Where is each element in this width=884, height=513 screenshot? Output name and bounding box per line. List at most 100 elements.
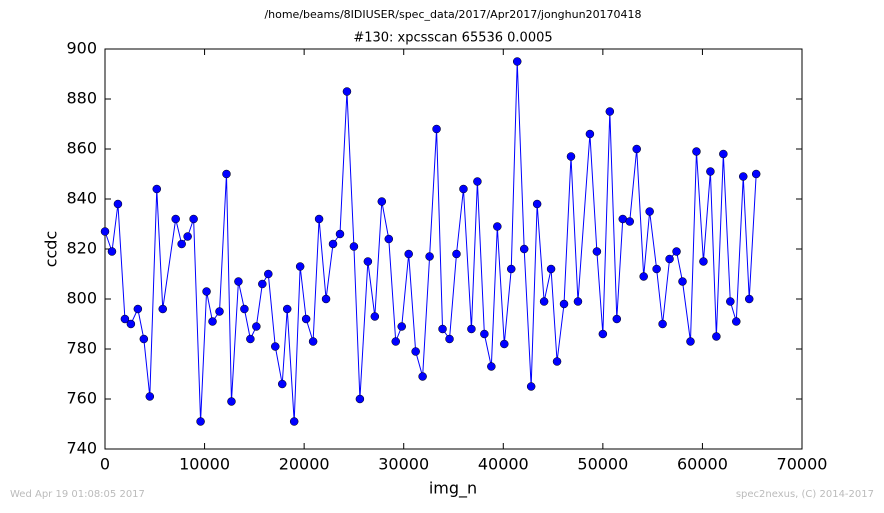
data-point xyxy=(295,262,305,271)
data-point xyxy=(404,249,413,259)
data-point xyxy=(384,234,394,244)
x-tick-label: 60000 xyxy=(677,455,728,474)
data-point xyxy=(202,287,211,296)
data-point xyxy=(234,277,243,286)
x-axis-label: img_n xyxy=(429,479,477,499)
data-point xyxy=(432,124,441,134)
data-point xyxy=(100,227,110,236)
data-point xyxy=(282,304,292,314)
data-point xyxy=(672,247,681,256)
data-point xyxy=(726,297,735,306)
x-tick-label: 50000 xyxy=(577,455,628,474)
data-point xyxy=(328,239,338,249)
data-point xyxy=(370,312,380,321)
data-point xyxy=(349,242,359,251)
data-point xyxy=(363,257,373,266)
x-tick-label: 70000 xyxy=(777,455,828,474)
data-point xyxy=(246,334,255,344)
suptitle: /home/beams/8IDIUSER/spec_data/2017/Apr2… xyxy=(264,8,641,21)
data-point xyxy=(686,337,695,346)
data-point xyxy=(539,297,549,306)
data-point xyxy=(183,232,192,241)
data-point xyxy=(133,304,143,314)
data-point xyxy=(177,239,186,249)
data-point xyxy=(526,382,536,391)
data-point xyxy=(487,362,496,371)
data-point xyxy=(739,172,748,181)
data-point xyxy=(277,379,287,389)
y-tick-label: 760 xyxy=(66,389,97,408)
data-point xyxy=(592,247,602,256)
x-tick-label: 30000 xyxy=(378,455,429,474)
data-point xyxy=(438,324,447,334)
data-point xyxy=(158,304,168,314)
y-tick-label: 820 xyxy=(66,239,97,258)
data-point xyxy=(652,264,661,274)
y-axis-label: ccdc xyxy=(42,231,61,268)
data-point xyxy=(208,317,217,326)
data-point xyxy=(605,107,615,116)
data-point xyxy=(171,214,180,224)
data-point xyxy=(308,337,318,346)
data-point xyxy=(452,249,461,259)
data-point xyxy=(532,199,542,209)
data-point xyxy=(107,247,117,256)
data-point xyxy=(139,334,149,344)
data-point xyxy=(585,129,595,139)
data-point xyxy=(196,417,205,426)
data-point xyxy=(342,87,352,96)
data-point xyxy=(546,264,556,274)
data-point xyxy=(152,184,162,194)
data-point xyxy=(598,329,608,339)
data-point xyxy=(120,314,130,324)
y-tick-label: 840 xyxy=(66,189,97,208)
data-point xyxy=(314,214,324,224)
data-point xyxy=(377,197,387,206)
data-point xyxy=(418,372,427,381)
data-point xyxy=(639,272,648,281)
data-point xyxy=(692,147,701,156)
data-point xyxy=(301,314,311,324)
data-point xyxy=(500,339,509,349)
data-point xyxy=(289,417,299,426)
data-point xyxy=(645,207,654,216)
data-point xyxy=(632,144,641,154)
footer-right: spec2nexus, (C) 2014-2017 xyxy=(736,489,874,500)
data-point xyxy=(612,314,622,324)
data-point xyxy=(445,334,454,344)
data-point xyxy=(744,294,754,304)
data-point xyxy=(411,347,420,356)
data-point xyxy=(467,324,476,334)
data-point xyxy=(480,329,489,339)
data-point xyxy=(126,319,136,329)
data-point xyxy=(706,167,715,176)
x-tick-label: 10000 xyxy=(179,455,230,474)
y-tick-label: 780 xyxy=(66,339,97,358)
data-point xyxy=(512,57,522,66)
data-point xyxy=(397,322,406,331)
data-point xyxy=(240,304,249,314)
data-point xyxy=(222,169,231,179)
data-point xyxy=(473,177,482,186)
data-point xyxy=(321,294,331,304)
data-point xyxy=(425,252,434,261)
data-point xyxy=(493,222,502,231)
data-point xyxy=(566,152,576,161)
data-point xyxy=(658,319,667,329)
data-point xyxy=(271,342,280,351)
data-point xyxy=(391,337,400,346)
y-tick-label: 900 xyxy=(66,39,97,58)
data-point xyxy=(625,217,634,226)
data-point xyxy=(712,332,721,341)
data-point xyxy=(699,257,708,266)
data-point xyxy=(113,199,123,209)
y-tick-label: 740 xyxy=(66,439,97,458)
data-point xyxy=(719,149,728,159)
data-point xyxy=(355,394,365,404)
data-point xyxy=(264,269,273,279)
x-tick-label: 0 xyxy=(100,455,110,474)
data-point xyxy=(751,169,761,179)
data-point xyxy=(215,307,224,316)
